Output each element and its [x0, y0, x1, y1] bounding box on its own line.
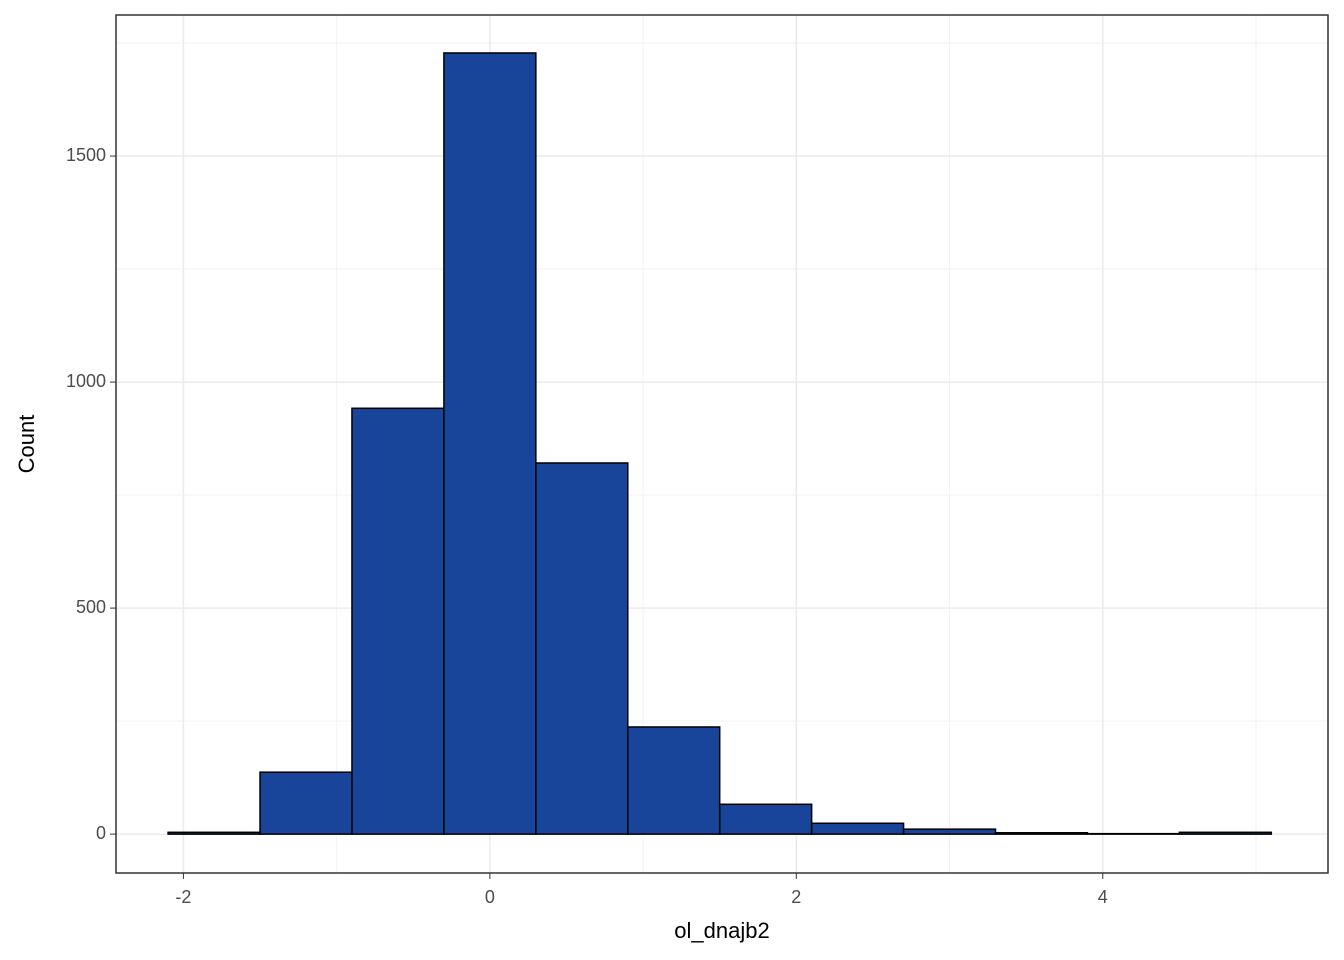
bar [627, 726, 721, 835]
bar [718, 803, 813, 835]
x-axis-title: ol_dnajb2 [674, 918, 769, 943]
plot-area: -2 0 2 4 0 500 1000 1500 [66, 14, 1329, 907]
panel-border [115, 14, 1329, 874]
bar [167, 831, 261, 835]
bar [259, 771, 353, 835]
x-tick-label: -2 [175, 887, 191, 907]
bar [443, 52, 537, 835]
bar [1178, 831, 1273, 835]
x-tick-label: 4 [1098, 887, 1108, 907]
bar [902, 828, 997, 835]
x-tick-label: 2 [791, 887, 801, 907]
y-tick-label: 0 [96, 823, 106, 843]
bar [810, 822, 905, 835]
bar [351, 407, 445, 835]
y-tick-label: 1500 [66, 145, 106, 165]
y-tick-label: 1000 [66, 371, 106, 391]
x-tick-label: 0 [485, 887, 495, 907]
y-axis-title: Count [14, 415, 39, 474]
bar [994, 832, 1089, 835]
bar [535, 462, 629, 835]
y-tick-label: 500 [76, 597, 106, 617]
